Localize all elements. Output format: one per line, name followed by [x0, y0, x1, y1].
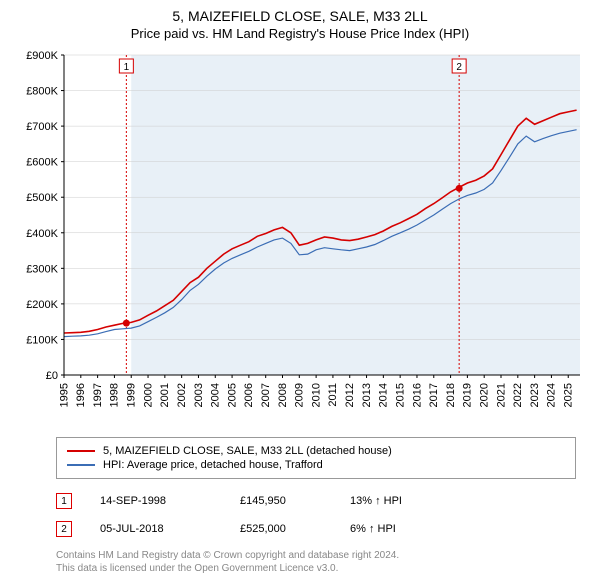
transaction-date-2: 05-JUL-2018: [100, 523, 240, 535]
transaction-price-2: £525,000: [240, 523, 350, 535]
svg-text:1998: 1998: [109, 383, 121, 407]
svg-text:2018: 2018: [445, 383, 457, 407]
transaction-row-2: 2 05-JUL-2018 £525,000 6% ↑ HPI: [56, 517, 576, 545]
svg-text:2002: 2002: [176, 383, 188, 407]
transaction-hpi-2: 6% ↑ HPI: [350, 523, 576, 535]
transaction-marker-1: 1: [56, 493, 72, 509]
transaction-date-1: 14-SEP-1998: [100, 495, 240, 507]
legend-box: 5, MAIZEFIELD CLOSE, SALE, M33 2LL (deta…: [56, 437, 576, 479]
svg-text:2004: 2004: [210, 383, 222, 407]
svg-text:£800K: £800K: [26, 86, 58, 98]
svg-text:2015: 2015: [394, 383, 406, 407]
svg-text:2007: 2007: [260, 383, 272, 407]
svg-text:£500K: £500K: [26, 192, 58, 204]
transaction-row-1: 1 14-SEP-1998 £145,950 13% ↑ HPI: [56, 489, 576, 517]
svg-text:2012: 2012: [344, 383, 356, 407]
svg-text:£100K: £100K: [26, 334, 58, 346]
chart-area: £0 £100K £200K £300K £400K £500K £600K £700K £80…: [12, 49, 588, 429]
svg-text:2000: 2000: [142, 383, 154, 407]
transaction-hpi-1: 13% ↑ HPI: [350, 495, 576, 507]
svg-text:2005: 2005: [226, 383, 238, 407]
svg-text:2025: 2025: [563, 383, 575, 407]
legend-label-1: 5, MAIZEFIELD CLOSE, SALE, M33 2LL (deta…: [103, 445, 392, 457]
svg-text:£700K: £700K: [26, 121, 58, 133]
svg-text:2019: 2019: [462, 383, 474, 407]
transaction-marker-2: 2: [56, 521, 72, 537]
transaction-price-1: £145,950: [240, 495, 350, 507]
svg-text:£900K: £900K: [26, 50, 58, 62]
legend-item-price-paid: 5, MAIZEFIELD CLOSE, SALE, M33 2LL (deta…: [67, 444, 565, 458]
svg-text:£0: £0: [46, 370, 58, 382]
svg-text:£200K: £200K: [26, 299, 58, 311]
svg-text:2008: 2008: [277, 383, 289, 407]
svg-text:1996: 1996: [75, 383, 87, 407]
svg-text:£600K: £600K: [26, 157, 58, 169]
svg-text:2016: 2016: [411, 383, 423, 407]
svg-text:1: 1: [124, 62, 130, 73]
svg-text:2009: 2009: [294, 383, 306, 407]
transactions-table: 1 14-SEP-1998 £145,950 13% ↑ HPI 2 05-JU…: [56, 489, 576, 545]
attribution-line-2: This data is licensed under the Open Gov…: [56, 562, 588, 575]
line-chart-svg: £0 £100K £200K £300K £400K £500K £600K £700K £80…: [12, 49, 588, 429]
legend-swatch-2: [67, 464, 95, 466]
legend-label-2: HPI: Average price, detached house, Traf…: [103, 459, 323, 471]
svg-text:1995: 1995: [58, 383, 70, 407]
svg-text:2006: 2006: [243, 383, 255, 407]
svg-text:2011: 2011: [327, 383, 339, 407]
svg-text:2010: 2010: [310, 383, 322, 407]
legend-swatch-1: [67, 450, 95, 452]
svg-text:1997: 1997: [92, 383, 104, 407]
chart-title: 5, MAIZEFIELD CLOSE, SALE, M33 2LL: [12, 8, 588, 24]
svg-text:2017: 2017: [428, 383, 440, 407]
svg-text:2014: 2014: [378, 383, 390, 407]
svg-text:2001: 2001: [159, 383, 171, 407]
svg-text:2022: 2022: [512, 383, 524, 407]
svg-text:2024: 2024: [546, 383, 558, 407]
svg-text:1999: 1999: [126, 383, 138, 407]
svg-text:£300K: £300K: [26, 263, 58, 275]
attribution-text: Contains HM Land Registry data © Crown c…: [56, 549, 588, 575]
svg-text:2023: 2023: [529, 383, 541, 407]
legend-item-hpi: HPI: Average price, detached house, Traf…: [67, 458, 565, 472]
svg-text:2021: 2021: [495, 383, 507, 407]
chart-subtitle: Price paid vs. HM Land Registry's House …: [12, 26, 588, 41]
svg-text:2020: 2020: [478, 383, 490, 407]
attribution-line-1: Contains HM Land Registry data © Crown c…: [56, 549, 588, 562]
svg-text:2013: 2013: [361, 383, 373, 407]
svg-text:2: 2: [456, 62, 462, 73]
svg-text:2003: 2003: [193, 383, 205, 407]
svg-text:£400K: £400K: [26, 228, 58, 240]
